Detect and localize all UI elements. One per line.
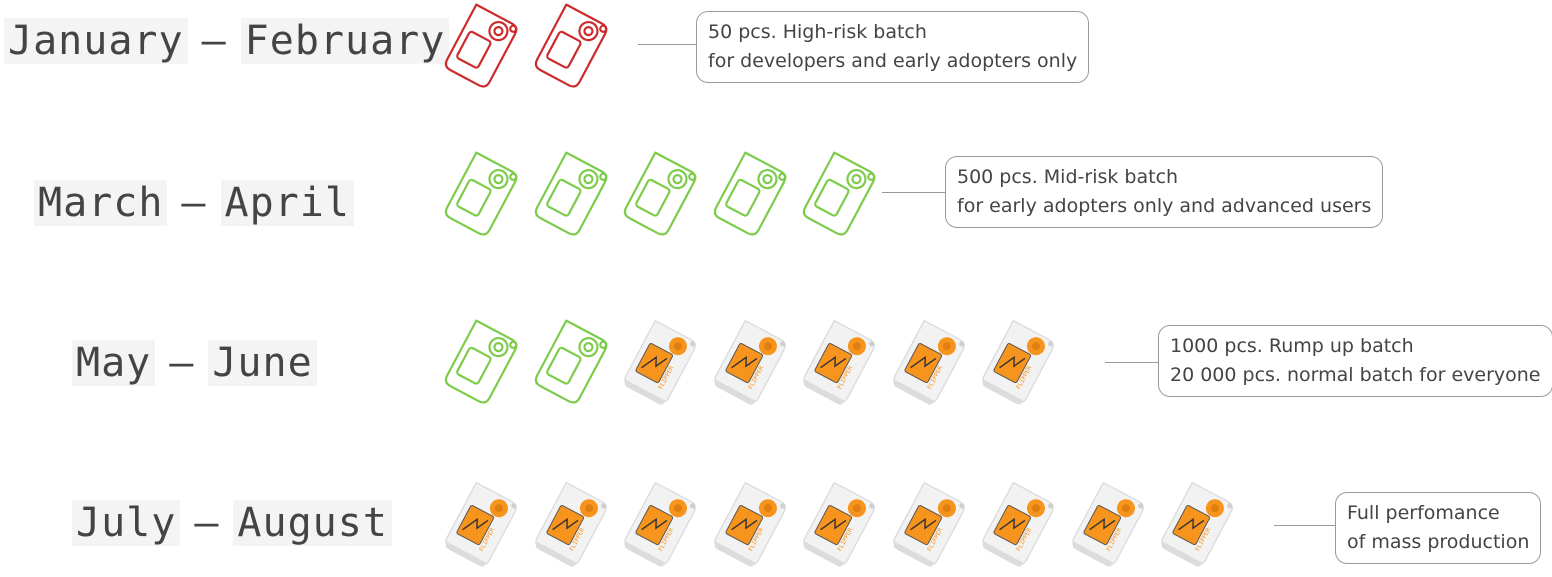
period-label: March – April — [34, 180, 354, 226]
device-outline-green-icon — [444, 151, 518, 236]
device-product-icon: FLIPPER — [445, 481, 517, 567]
note-line-1: 50 pcs. High-risk batch — [708, 21, 927, 43]
device-outline-green-icon — [534, 319, 607, 404]
device-product-icon: FLIPPER — [803, 319, 875, 405]
batch-note: 1000 pcs. Rump up batch 20 000 pcs. norm… — [1158, 325, 1552, 397]
period-start: July — [72, 500, 181, 546]
device-product-icon: FLIPPER — [892, 481, 965, 567]
batch-note: Full perfomance of mass production — [1335, 492, 1542, 564]
device-product-icon: FLIPPER — [982, 481, 1054, 567]
period-separator: – — [169, 340, 195, 386]
device-icons — [440, 148, 888, 238]
note-line-1: 500 pcs. Mid-risk batch — [957, 166, 1179, 188]
period-separator: – — [181, 180, 207, 226]
device-product-icon: FLIPPER — [713, 481, 786, 567]
device-outline-green-icon — [623, 151, 697, 236]
period-separator: – — [194, 500, 220, 546]
device-product-icon: FLIPPER — [803, 481, 875, 567]
device-outline-red-icon — [444, 3, 518, 88]
device-icons: FLIPPER FLIPPER FLIPPER — [440, 316, 1067, 406]
device-product-icon: FLIPPER — [1161, 481, 1233, 567]
period-separator: – — [201, 18, 227, 64]
device-icons: FLIPPER FLIPPER FLIPPER — [440, 478, 1246, 568]
device-product-icon: FLIPPER — [892, 319, 965, 405]
period-start: May — [72, 340, 156, 386]
device-product-icon: FLIPPER — [982, 319, 1054, 405]
device-outline-green-icon — [802, 151, 876, 236]
period-end: June — [208, 340, 317, 386]
note-connector — [1274, 525, 1335, 526]
note-line-2: 20 000 pcs. normal batch for everyone — [1170, 364, 1541, 386]
batch-note: 500 pcs. Mid-risk batch for early adopte… — [945, 156, 1384, 228]
device-icons — [440, 0, 619, 90]
device-outline-green-icon — [534, 151, 607, 236]
note-line-2: for developers and early adopters only — [708, 50, 1078, 72]
device-product-icon: FLIPPER — [713, 319, 786, 405]
device-product-icon: FLIPPER — [624, 481, 696, 567]
device-outline-green-icon — [444, 319, 518, 404]
period-end: August — [233, 500, 392, 546]
period-start: March — [34, 180, 168, 226]
device-outline-red-icon — [534, 3, 607, 88]
note-connector — [638, 44, 696, 45]
device-outline-green-icon — [713, 151, 786, 236]
period-end: February — [240, 18, 450, 64]
note-connector — [1105, 362, 1158, 363]
device-product-icon: FLIPPER — [534, 481, 607, 567]
period-start: January — [4, 18, 188, 64]
note-line-1: 1000 pcs. Rump up batch — [1170, 335, 1414, 357]
device-product-icon: FLIPPER — [1071, 481, 1144, 567]
batch-note: 50 pcs. High-risk batch for developers a… — [696, 11, 1090, 83]
note-line-1: Full perfomance — [1347, 502, 1500, 524]
period-end: April — [220, 180, 354, 226]
note-connector — [882, 192, 945, 193]
period-label: July – August — [72, 500, 392, 546]
device-product-icon: FLIPPER — [624, 319, 696, 405]
period-label: January – February — [4, 18, 450, 64]
period-label: May – June — [72, 340, 317, 386]
note-line-2: for early adopters only and advanced use… — [957, 195, 1372, 217]
note-line-2: of mass production — [1347, 531, 1530, 553]
